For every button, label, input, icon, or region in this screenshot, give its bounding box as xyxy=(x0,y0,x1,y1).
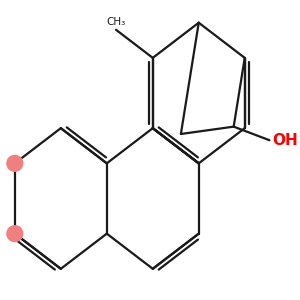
Text: OH: OH xyxy=(272,133,298,148)
Circle shape xyxy=(7,226,23,242)
Circle shape xyxy=(7,155,23,171)
Text: CH₃: CH₃ xyxy=(106,17,126,27)
